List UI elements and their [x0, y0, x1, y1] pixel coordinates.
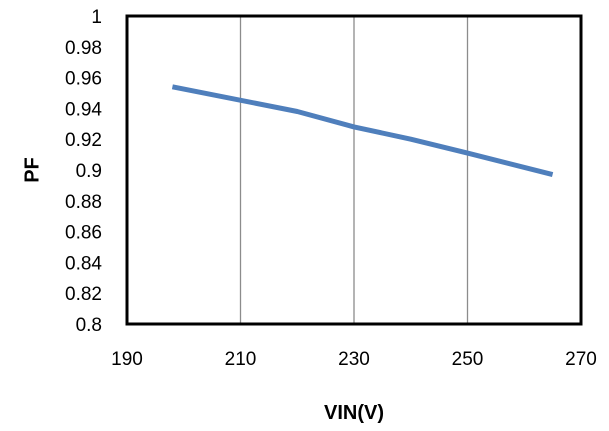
x-tick-label-0: 190 [111, 349, 143, 370]
tick-layer: 0.8 0.82 0.84 0.86 0.88 0.9 0.92 0.94 0.96 0.98 1 1… [65, 7, 597, 370]
y-tick-label-6: 0.92 [65, 130, 102, 151]
y-tick-label-2: 0.84 [65, 253, 102, 274]
y-tick-label-9: 0.98 [65, 38, 102, 59]
y-tick-label-3: 0.86 [65, 223, 102, 244]
x-axis-title: VIN(V) [324, 402, 384, 424]
x-tick-label-3: 250 [452, 349, 484, 370]
y-tick-label-1: 0.82 [65, 284, 102, 305]
grid-layer [239, 16, 469, 324]
y-tick-label-0: 0.8 [76, 315, 102, 336]
y-tick-label-7: 0.94 [65, 99, 102, 120]
plot-frame [125, 14, 583, 326]
series-line-0 [171, 84, 554, 178]
x-tick-label-2: 230 [338, 349, 370, 370]
y-tick-label-10: 1 [91, 7, 102, 28]
x-tick-label-1: 210 [225, 349, 257, 370]
x-tick-label-4: 270 [565, 349, 597, 370]
series-layer [171, 84, 554, 178]
y-tick-label-5: 0.9 [76, 161, 102, 182]
y-tick-label-4: 0.88 [65, 192, 102, 213]
y-axis-title: PF [21, 157, 43, 183]
y-tick-label-8: 0.96 [65, 69, 102, 90]
